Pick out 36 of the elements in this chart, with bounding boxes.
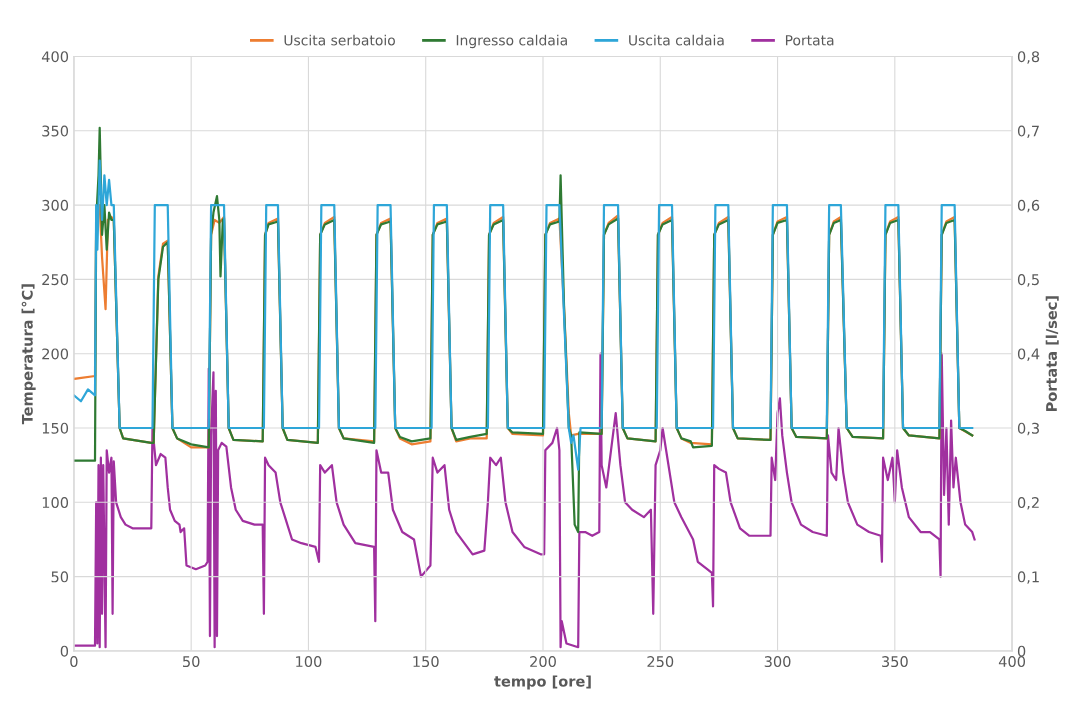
y-tick-label: 0	[60, 645, 69, 657]
x-tick-label: 400	[998, 656, 1026, 668]
y2-axis-title: Portata [l/sec]	[1045, 296, 1059, 412]
y2-tick-label: 0,2	[1017, 497, 1039, 510]
legend-label: Uscita serbatoio	[284, 34, 395, 46]
line-series	[73, 352, 976, 649]
x-tick-label: 50	[183, 656, 200, 668]
x-tick-label: 200	[530, 656, 556, 668]
x-tick-label: 250	[647, 656, 674, 668]
y-tick-label: 350	[42, 125, 69, 137]
y-tick-label: 300	[42, 199, 69, 211]
legend-label: Uscita caldaia	[629, 34, 724, 46]
x-tick-label: 300	[764, 656, 791, 668]
x-tick-label: 350	[882, 656, 908, 668]
y2-tick-label: 0,3	[1017, 422, 1039, 436]
y-tick-label: 100	[42, 497, 69, 509]
x-tick-label: 100	[296, 656, 322, 668]
legend-label: Ingresso caldaia	[456, 34, 567, 49]
line-series	[73, 159, 974, 471]
legend-label: Portata	[785, 35, 834, 46]
y-tick-label: 250	[42, 274, 69, 286]
y-tick-label: 200	[42, 348, 69, 360]
y-axis-title: Temperatura [°C]	[21, 284, 36, 425]
x-tick-label: 150	[413, 656, 439, 668]
x-tick-label: 0	[70, 656, 78, 668]
y2-tick-label: 0,6	[1017, 199, 1040, 213]
y-tick-label: 400	[41, 51, 69, 63]
y-tick-label: 150	[42, 422, 69, 434]
y2-tick-label: 0,1	[1017, 571, 1039, 584]
y2-tick-label: 0,4	[1017, 348, 1040, 361]
y-tick-label: 50	[51, 571, 69, 583]
y2-tick-label: 0,5	[1017, 274, 1039, 287]
y2-tick-label: 0,8	[1017, 51, 1040, 64]
y2-tick-label: 0	[1017, 645, 1026, 657]
y2-tick-label: 0,7	[1017, 125, 1039, 139]
x-axis-title: tempo [ore]	[494, 675, 591, 690]
